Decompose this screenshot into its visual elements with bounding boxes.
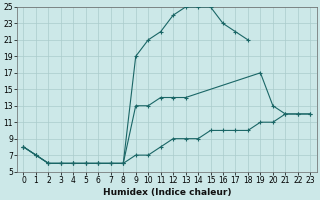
X-axis label: Humidex (Indice chaleur): Humidex (Indice chaleur): [103, 188, 231, 197]
